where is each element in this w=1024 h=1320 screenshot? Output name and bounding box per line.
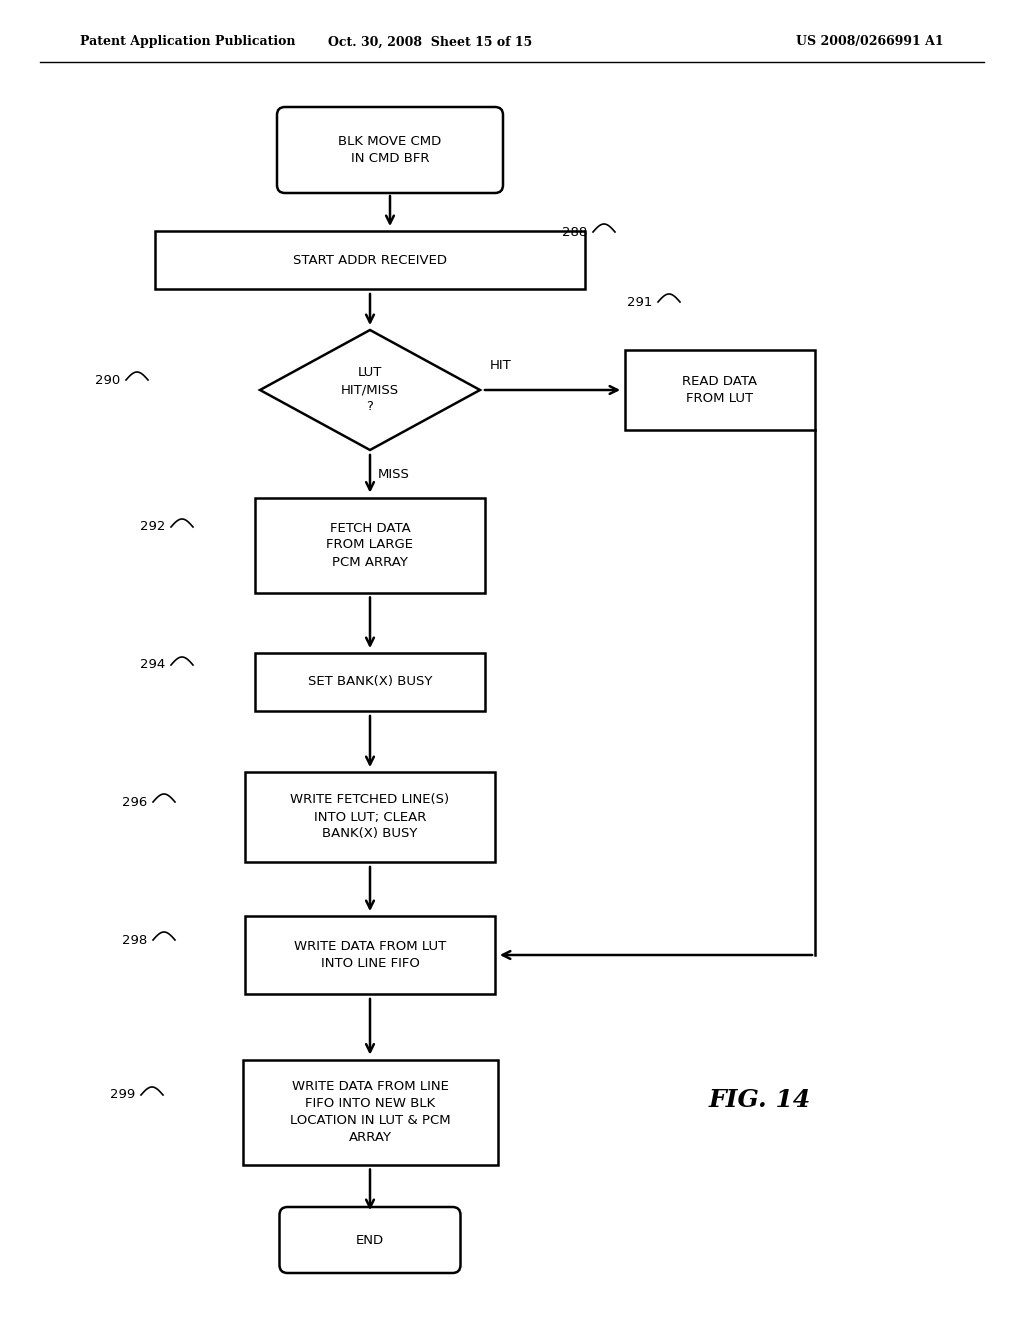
Text: START ADDR RECEIVED: START ADDR RECEIVED <box>293 253 447 267</box>
Text: Oct. 30, 2008  Sheet 15 of 15: Oct. 30, 2008 Sheet 15 of 15 <box>328 36 532 49</box>
Text: END: END <box>356 1233 384 1246</box>
Text: LUT
HIT/MISS
?: LUT HIT/MISS ? <box>341 367 399 413</box>
Text: 299: 299 <box>110 1089 135 1101</box>
Text: HIT: HIT <box>490 359 512 372</box>
Bar <box>255 498 485 593</box>
Text: 298: 298 <box>122 933 147 946</box>
Bar <box>155 231 585 289</box>
Text: 290: 290 <box>95 374 120 387</box>
Text: WRITE DATA FROM LINE
FIFO INTO NEW BLK
LOCATION IN LUT & PCM
ARRAY: WRITE DATA FROM LINE FIFO INTO NEW BLK L… <box>290 1080 451 1144</box>
Text: WRITE FETCHED LINE(S)
INTO LUT; CLEAR
BANK(X) BUSY: WRITE FETCHED LINE(S) INTO LUT; CLEAR BA… <box>291 793 450 841</box>
Text: FIG. 14: FIG. 14 <box>709 1088 811 1111</box>
Bar <box>243 1060 498 1164</box>
Bar <box>245 916 495 994</box>
Text: 294: 294 <box>139 659 165 672</box>
Text: US 2008/0266991 A1: US 2008/0266991 A1 <box>797 36 944 49</box>
Text: SET BANK(X) BUSY: SET BANK(X) BUSY <box>308 676 432 689</box>
Text: 288: 288 <box>562 226 587 239</box>
Bar <box>245 772 495 862</box>
Text: 292: 292 <box>139 520 165 533</box>
Text: MISS: MISS <box>378 469 410 480</box>
Text: WRITE DATA FROM LUT
INTO LINE FIFO: WRITE DATA FROM LUT INTO LINE FIFO <box>294 940 446 970</box>
Text: FETCH DATA
FROM LARGE
PCM ARRAY: FETCH DATA FROM LARGE PCM ARRAY <box>327 521 414 569</box>
Text: BLK MOVE CMD
IN CMD BFR: BLK MOVE CMD IN CMD BFR <box>338 135 441 165</box>
Bar <box>255 653 485 711</box>
Text: READ DATA
FROM LUT: READ DATA FROM LUT <box>682 375 758 405</box>
FancyBboxPatch shape <box>280 1206 461 1272</box>
Text: Patent Application Publication: Patent Application Publication <box>80 36 296 49</box>
Text: 291: 291 <box>627 296 652 309</box>
Polygon shape <box>260 330 480 450</box>
Bar <box>625 350 815 430</box>
Text: 296: 296 <box>122 796 147 808</box>
FancyBboxPatch shape <box>278 107 503 193</box>
